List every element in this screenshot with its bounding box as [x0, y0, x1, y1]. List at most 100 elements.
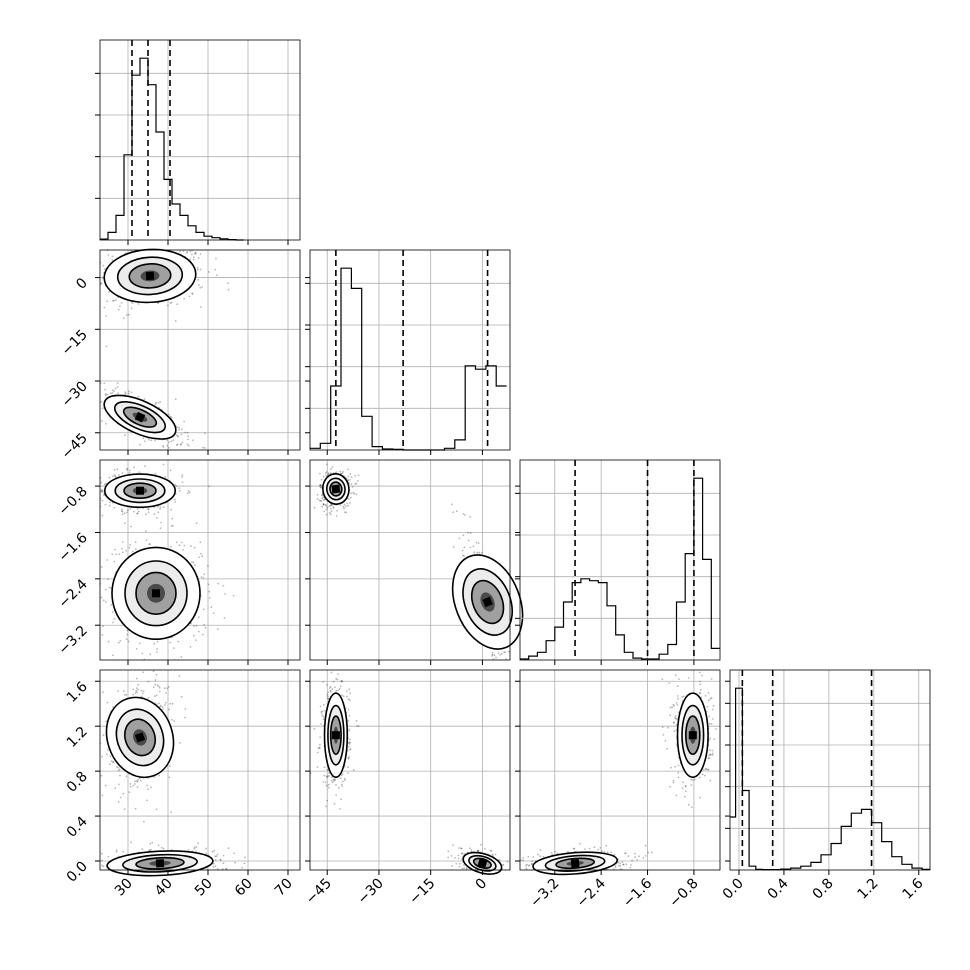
sample-point [478, 551, 481, 554]
sample-point [675, 743, 678, 745]
sample-point [101, 420, 103, 422]
sample-point [507, 682, 509, 684]
sample-point [704, 774, 706, 777]
sample-point [344, 777, 346, 780]
sample-point [85, 400, 87, 402]
sample-point [111, 611, 114, 613]
sample-point [166, 444, 169, 447]
sample-point [347, 757, 350, 759]
sample-point [108, 504, 111, 507]
sample-point [501, 864, 504, 866]
sample-point [207, 583, 210, 586]
sample-point [156, 684, 159, 687]
sample-point [326, 693, 329, 696]
sample-point [169, 415, 172, 418]
sample-point [316, 493, 319, 496]
sample-point [323, 510, 325, 513]
sample-point [126, 629, 129, 632]
sample-point [181, 428, 183, 431]
sample-point [684, 785, 687, 787]
sample-point [90, 489, 92, 491]
sample-point [112, 621, 114, 624]
sample-point [342, 695, 345, 698]
sample-point [195, 624, 198, 627]
sample-point [325, 784, 328, 787]
sample-point [91, 282, 93, 284]
sample-point [101, 407, 104, 410]
sample-point [176, 435, 179, 437]
sample-point [167, 686, 170, 688]
sample-point [105, 315, 107, 317]
sample-point [134, 780, 136, 783]
sample-point [164, 476, 167, 479]
sample-point [137, 683, 139, 686]
sample-point [672, 721, 675, 724]
sample-point [84, 382, 86, 384]
sample-point [187, 490, 190, 492]
sample-point [139, 443, 142, 446]
sample-point [157, 302, 160, 304]
sample-point [126, 467, 129, 470]
sample-point [349, 738, 351, 741]
sample-point [89, 398, 91, 400]
sample-point [141, 652, 144, 655]
sample-point [199, 253, 202, 255]
sample-point [143, 398, 146, 401]
sample-point [96, 290, 98, 292]
sample-point [203, 623, 206, 626]
sample-point [489, 849, 492, 852]
sample-point [346, 502, 348, 505]
sample-point [105, 345, 108, 348]
sample-point [104, 393, 107, 395]
sample-point [173, 720, 176, 723]
sample-point [117, 766, 120, 769]
sample-point [98, 398, 100, 400]
sample-point [146, 784, 149, 787]
sample-point [341, 773, 344, 775]
density-peak [155, 859, 165, 868]
sample-point [674, 674, 677, 676]
sample-point [335, 677, 338, 680]
sample-point [447, 856, 450, 859]
sample-point [682, 781, 684, 784]
sample-point [192, 256, 195, 259]
sample-point [126, 633, 128, 636]
sample-point [707, 768, 710, 771]
sample-point [469, 847, 471, 850]
sample-point [105, 753, 108, 756]
sample-point [345, 511, 347, 514]
sample-point [105, 588, 107, 591]
sample-point [167, 446, 170, 449]
sample-point [323, 774, 326, 777]
sample-point [326, 506, 329, 509]
sample-point [198, 284, 200, 286]
sample-point [347, 766, 349, 769]
sample-point [323, 766, 326, 769]
sample-point [343, 507, 345, 510]
sample-point [498, 859, 501, 862]
sample-point [136, 779, 138, 782]
sample-point [208, 485, 211, 488]
sample-point [178, 487, 181, 489]
sample-point [473, 551, 475, 554]
sample-point [667, 726, 669, 729]
sample-point [189, 545, 192, 548]
sample-point [174, 654, 176, 656]
sample-point [333, 780, 335, 782]
sample-point [465, 867, 468, 870]
sample-point [504, 873, 506, 875]
sample-point [193, 846, 196, 849]
sample-point [199, 286, 202, 289]
sample-point [224, 593, 227, 595]
sample-point [89, 858, 91, 860]
sample-point [109, 755, 112, 758]
sample-point [351, 486, 354, 488]
contour-group [106, 850, 214, 877]
sample-point [133, 466, 135, 469]
sample-point [350, 476, 353, 479]
sample-point [469, 532, 472, 535]
sample-point [195, 639, 197, 641]
sample-point [699, 683, 702, 686]
sample-point [476, 551, 479, 554]
sample-point [322, 681, 324, 683]
